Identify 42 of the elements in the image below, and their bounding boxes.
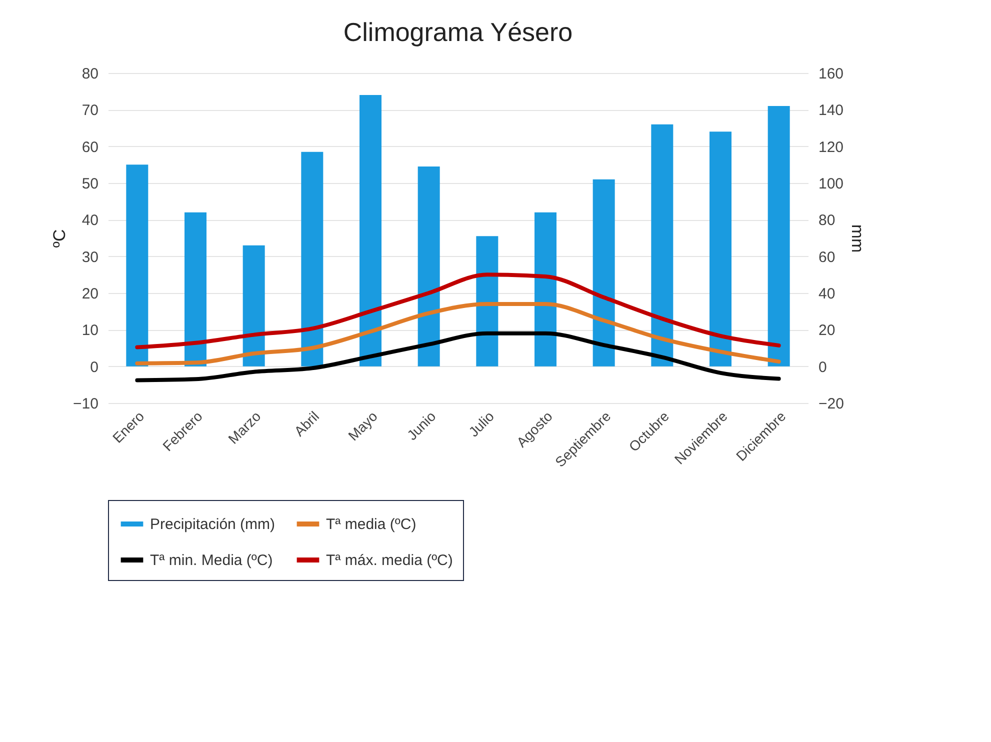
bar xyxy=(534,212,556,366)
y-tick-label: 30 xyxy=(82,248,98,266)
y2-axis-title: mm xyxy=(848,224,867,253)
bar xyxy=(651,124,674,366)
chart-title: Climograma Yésero xyxy=(343,17,573,47)
line-series xyxy=(135,272,781,350)
y-axis-title: ºC xyxy=(50,229,70,248)
y2-tick-label: −20 xyxy=(818,396,844,412)
y2-tick-label: 20 xyxy=(818,322,836,340)
bar xyxy=(710,132,732,366)
y2-tick-label: 80 xyxy=(818,212,836,230)
bar xyxy=(360,95,382,366)
y-tick-label: 40 xyxy=(82,212,98,230)
legend-label: Precipitación (mm) xyxy=(150,516,276,533)
y2-tick-label: 100 xyxy=(818,176,844,192)
y2-tick-label: 60 xyxy=(818,248,836,266)
y-tick-label: 10 xyxy=(82,322,98,340)
y-tick-label: 80 xyxy=(82,66,98,82)
bar xyxy=(301,152,324,366)
y-tick-label: 70 xyxy=(82,102,98,120)
y2-tick-label: 40 xyxy=(818,286,836,302)
legend-label: Tª media (ºC) xyxy=(326,516,416,533)
x-tick-label: Julio xyxy=(465,408,498,440)
y2-tick-label: 0 xyxy=(818,358,827,376)
y-tick-label: 60 xyxy=(82,138,98,156)
y-tick-label: 50 xyxy=(82,176,98,192)
y2-tick-label: 120 xyxy=(818,138,844,156)
line-series xyxy=(135,302,781,366)
bar xyxy=(418,166,440,366)
bar xyxy=(768,106,790,366)
y2-tick-label: 160 xyxy=(818,66,844,82)
bar xyxy=(126,164,148,366)
bar xyxy=(242,245,265,366)
y2-tick-label: 140 xyxy=(818,102,844,120)
bar xyxy=(592,179,615,366)
legend-label: Tª min. Media (ºC) xyxy=(150,552,273,569)
y-tick-label: 0 xyxy=(90,358,98,376)
bar xyxy=(184,212,206,366)
y-tick-label: 20 xyxy=(82,286,98,302)
legend-label: Tª máx. media (ºC) xyxy=(326,552,453,569)
y-tick-label: −10 xyxy=(73,396,98,412)
line-series xyxy=(135,331,781,382)
